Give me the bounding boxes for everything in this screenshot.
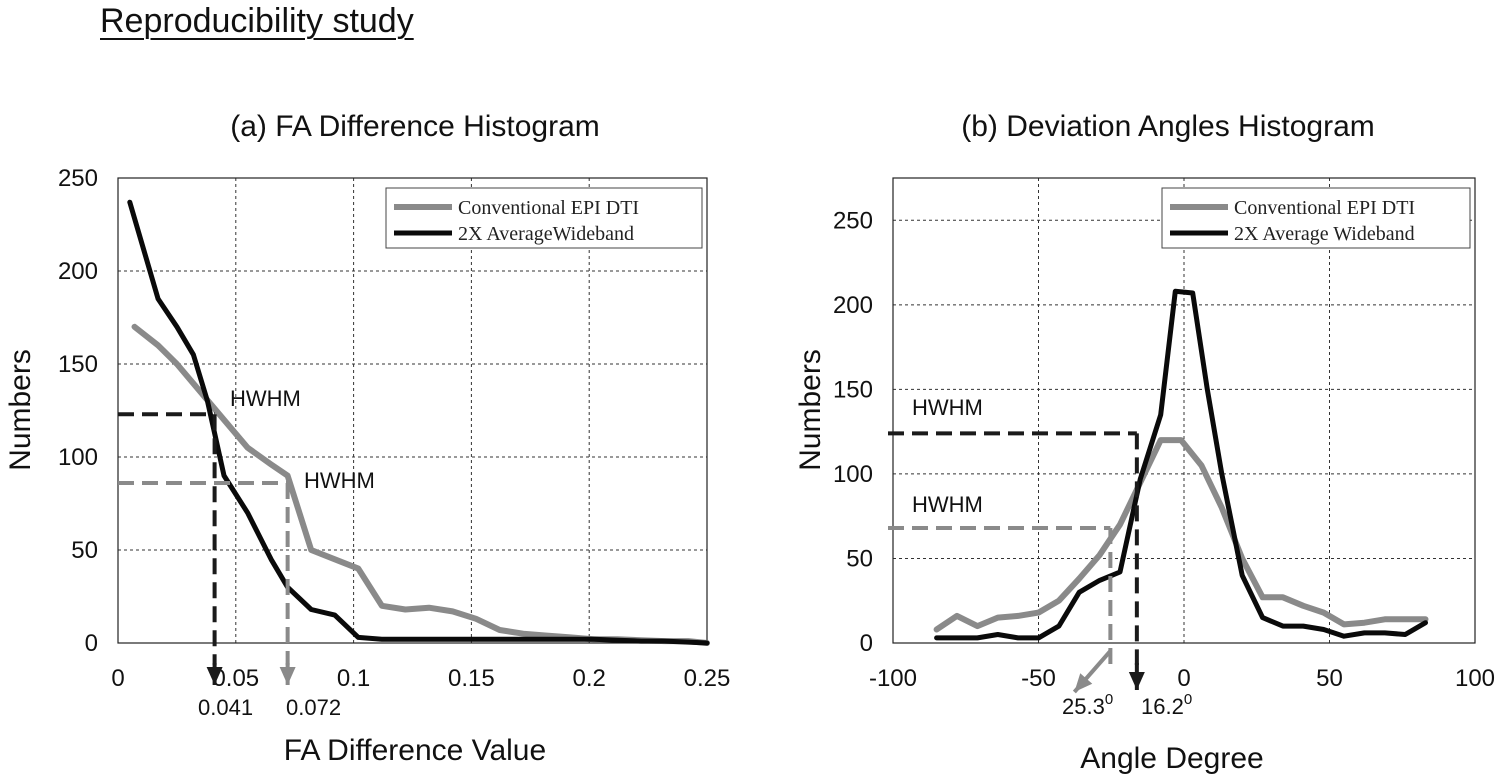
x-tick-label: -50 [1021, 665, 1056, 692]
plot-frame [892, 177, 1476, 644]
y-tick-label: 250 [833, 207, 873, 234]
y-tick-label: 150 [833, 376, 873, 403]
y-tick-label: 150 [58, 351, 98, 378]
hwhm-label: HWHM [912, 492, 983, 517]
hwhm-arrow-head [1074, 673, 1093, 692]
degree-superscript: 0 [1105, 691, 1113, 708]
hwhm-label: HWHM [912, 395, 983, 420]
legend-label: 2X AverageWideband [458, 223, 634, 245]
legend-label: Conventional EPI DTI [1234, 197, 1415, 219]
y-tick-label: 100 [833, 461, 873, 488]
legend-label: 2X Average Wideband [1234, 223, 1415, 245]
plot-frame [117, 177, 708, 644]
y-tick-label: 200 [833, 292, 873, 319]
x-tick-label: 50 [1316, 665, 1343, 692]
page-heading: Reproducibility study [100, 2, 414, 40]
legend-box [1161, 187, 1471, 249]
hwhm-arrow-head [279, 667, 296, 685]
hwhm-arrow-head [1128, 672, 1145, 690]
x-tick-label: 0.2 [573, 665, 606, 692]
y-tick-label: 50 [71, 537, 98, 564]
hwhm-value-label: 25.30 [1062, 691, 1113, 719]
y-tick-label: 0 [860, 630, 873, 657]
chart-title: (a) FA Difference Histogram [230, 110, 600, 143]
chart-title: (b) Deviation Angles Histogram [961, 110, 1375, 143]
x-tick-label: 0.1 [337, 665, 370, 692]
x-axis-label: Angle Degree [1080, 742, 1263, 775]
hwhm-value-label: 0.041 [198, 695, 253, 720]
degree-superscript: 0 [1184, 691, 1192, 708]
legend-label: Conventional EPI DTI [458, 197, 639, 219]
y-axis-label: Numbers [794, 349, 827, 471]
y-tick-label: 50 [846, 545, 873, 572]
x-tick-label: 0.25 [684, 665, 731, 692]
legend-box [385, 187, 703, 249]
x-tick-label: 100 [1455, 665, 1495, 692]
hwhm-label: HWHM [304, 468, 375, 493]
x-tick-label: -100 [869, 665, 917, 692]
series-line-2x-average-wideband [934, 288, 1428, 641]
hwhm-label: HWHM [230, 386, 301, 411]
hwhm-arrow-head [206, 667, 223, 685]
y-tick-label: 250 [58, 165, 98, 192]
x-tick-label: 0.15 [448, 665, 495, 692]
x-tick-label: 0 [1177, 665, 1190, 692]
y-tick-label: 100 [58, 444, 98, 471]
y-tick-label: 0 [85, 630, 98, 657]
x-tick-label: 0 [111, 665, 124, 692]
hwhm-value-label: 0.072 [286, 695, 341, 720]
y-tick-label: 200 [58, 258, 98, 285]
x-axis-label: FA Difference Value [284, 734, 546, 767]
hwhm-value-label: 16.20 [1141, 691, 1192, 719]
series-line-conventional-epi-dti [933, 437, 1429, 633]
y-axis-label: Numbers [4, 349, 37, 471]
